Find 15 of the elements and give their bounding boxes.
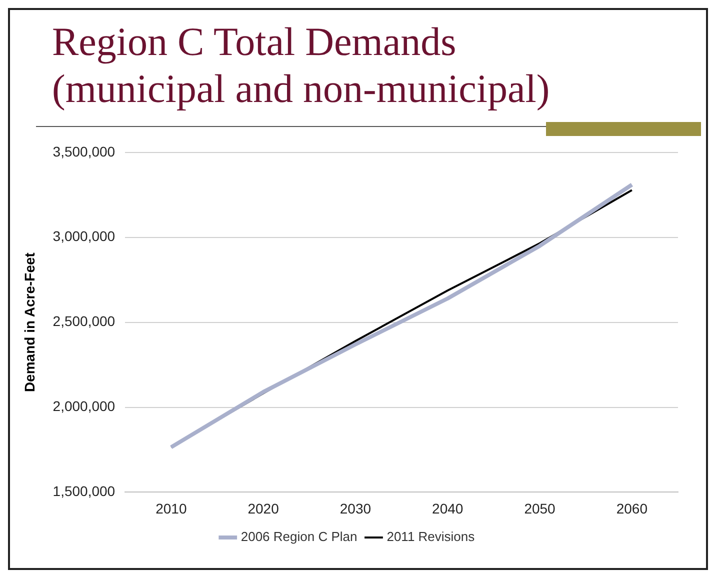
y-tick-label: 3,500,000 <box>52 143 116 160</box>
legend-label: 2006 Region C Plan <box>240 529 358 544</box>
y-tick-label: 2,500,000 <box>52 313 116 330</box>
chart-title: Region C Total Demands (municipal and non-municipal) <box>52 18 550 112</box>
x-tick-label: 2060 <box>616 500 648 516</box>
y-tick-label: 2,000,000 <box>52 398 116 414</box>
legend-label: 2011 Revisions <box>386 529 476 544</box>
y-tick-label: 3,000,000 <box>52 228 116 244</box>
x-tick-label: 2010 <box>156 500 187 516</box>
y-axis-title: Demand in Acre-Feet <box>21 252 38 392</box>
x-tick-label: 2040 <box>432 500 464 516</box>
x-tick-label: 2050 <box>524 500 556 516</box>
x-tick-label: 2020 <box>248 500 280 516</box>
y-tick-label: 1,500,000 <box>52 483 116 500</box>
x-tick-label: 2030 <box>340 500 372 516</box>
